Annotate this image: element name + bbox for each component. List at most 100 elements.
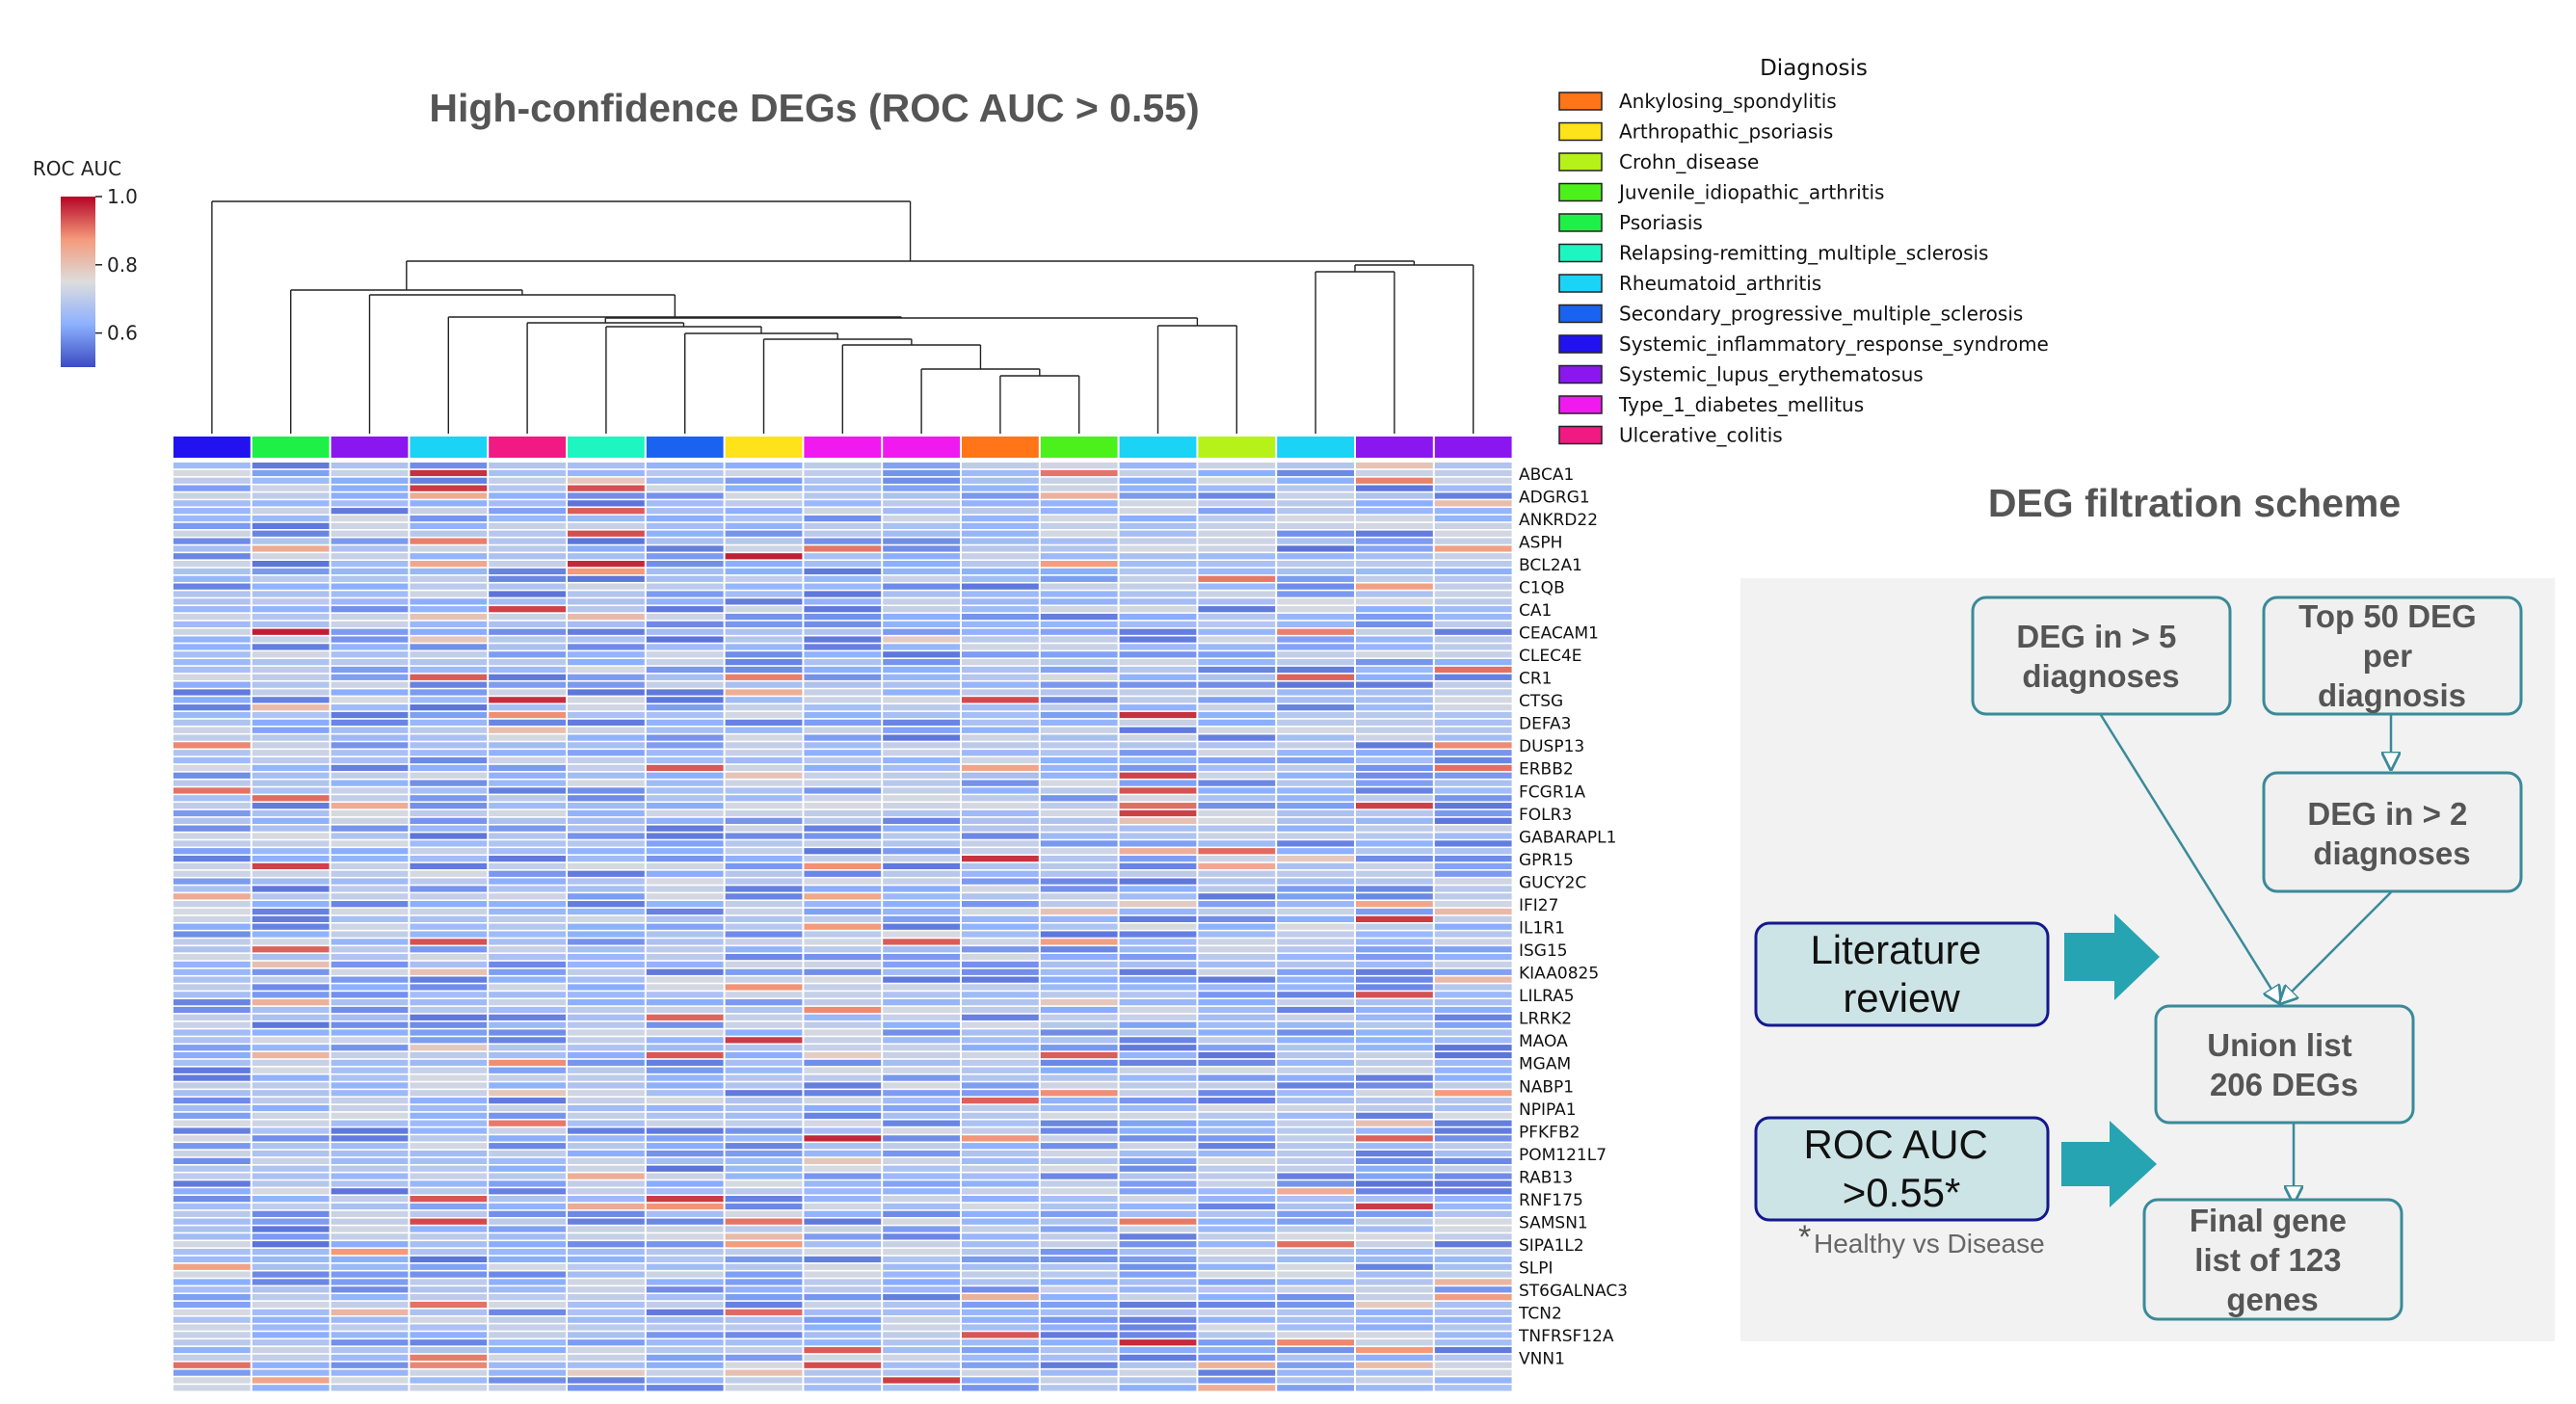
heatmap-cell [1198,756,1276,764]
heatmap-cell [489,870,566,877]
heatmap-cell [331,568,409,575]
heatmap-cell [1119,492,1197,499]
heatmap-cell [1198,538,1276,544]
heatmap-cell [410,1316,488,1323]
heatmap-cell [804,742,882,749]
heatmap-cell [568,1150,645,1157]
heatmap-cell [804,500,882,507]
heatmap-cell [489,1021,566,1028]
heatmap-cell [962,886,1039,892]
heatmap-cell [252,1120,330,1126]
heatmap-cell [725,621,803,628]
heatmap-cell [1277,901,1354,908]
heatmap-cell [489,1074,566,1081]
heatmap-cell [1198,772,1276,779]
heatmap-cell [410,901,488,908]
gene-label: GPR15 [1519,851,1574,870]
heatmap-cell [1277,1256,1354,1263]
heatmap-cell [1434,840,1512,847]
heatmap-cell [489,1188,566,1195]
heatmap-cell [883,1324,960,1331]
heatmap-cell [725,469,803,477]
heatmap-cell [568,1286,645,1293]
heatmap-cell [804,1377,882,1384]
heatmap-cell [331,697,409,703]
heatmap-cell [1356,583,1433,590]
diagnosis-strip-cell [1198,437,1276,458]
heatmap-cell [1434,1112,1512,1119]
heatmap-cell [1434,727,1512,733]
heatmap-cell [883,953,960,961]
heatmap-cell [962,862,1039,870]
heatmap-cell [883,1014,960,1020]
heatmap-cell [173,984,251,991]
heatmap-cell [489,946,566,953]
heatmap-cell [1119,1157,1197,1165]
heatmap-cell [1040,674,1118,680]
heatmap-cell [252,1385,330,1391]
heatmap-cell [883,591,960,597]
gene-label: MGAM [1519,1055,1571,1074]
heatmap-cell [1434,742,1512,749]
heatmap-cell [962,915,1039,922]
heatmap-cell [1040,1059,1118,1067]
heatmap-cell [173,651,251,658]
heatmap-cell [804,848,882,855]
heatmap-cell [410,1241,488,1248]
heatmap-cell [1119,1226,1197,1232]
heatmap-cell [646,636,724,643]
heatmap-cell [1119,908,1197,915]
heatmap-cell [1119,1332,1197,1338]
heatmap-cell [804,621,882,628]
heatmap-cell [410,681,488,688]
heatmap-cell [804,923,882,930]
heatmap-cell [173,1354,251,1362]
heatmap-cell [173,855,251,862]
heatmap-cell [804,697,882,703]
heatmap-cell [489,1082,566,1089]
heatmap-cell [725,711,803,719]
heatmap-cell [568,1188,645,1195]
heatmap-cell [1119,1045,1197,1051]
heatmap-cell [1356,651,1433,658]
heatmap-cell [962,689,1039,696]
heatmap-cell [883,1241,960,1248]
heatmap-cell [1119,742,1197,749]
heatmap-cell [804,515,882,522]
heatmap-cell [568,621,645,628]
heatmap-cell [1040,1173,1118,1179]
heatmap-cell [883,719,960,726]
heatmap-cell [962,628,1039,635]
heatmap-cell [1434,1241,1512,1248]
heatmap-cell [489,862,566,870]
heatmap-cell [173,734,251,741]
heatmap-cell [489,545,566,552]
heatmap-cell [1040,1248,1118,1256]
heatmap-cell [1356,1309,1433,1315]
heatmap-cell [1040,583,1118,590]
heatmap-cell [1119,538,1197,544]
heatmap-cell [1119,1233,1197,1240]
heatmap-cell [883,621,960,628]
heatmap-cell [646,1301,724,1309]
heatmap-cell [489,840,566,847]
heatmap-cell [331,908,409,915]
heatmap-cell [1119,1294,1197,1301]
heatmap-cell [1040,1150,1118,1157]
heatmap-cell [1040,1037,1118,1044]
box-top50 [2262,596,2523,716]
heatmap-cell [173,1082,251,1089]
heatmap-cell [489,1006,566,1014]
heatmap-cell [804,1006,882,1014]
heatmap-cell [568,689,645,696]
heatmap-cell [331,553,409,560]
heatmap-cell [252,1135,330,1142]
heatmap-cell [883,469,960,477]
heatmap-cell [1119,606,1197,613]
heatmap-cell [1040,568,1118,575]
heatmap-cell [1434,999,1512,1006]
heatmap-cell [1198,591,1276,597]
heatmap-cell [1277,469,1354,477]
heatmap-cell [1198,1143,1276,1150]
heatmap-cell [883,742,960,749]
